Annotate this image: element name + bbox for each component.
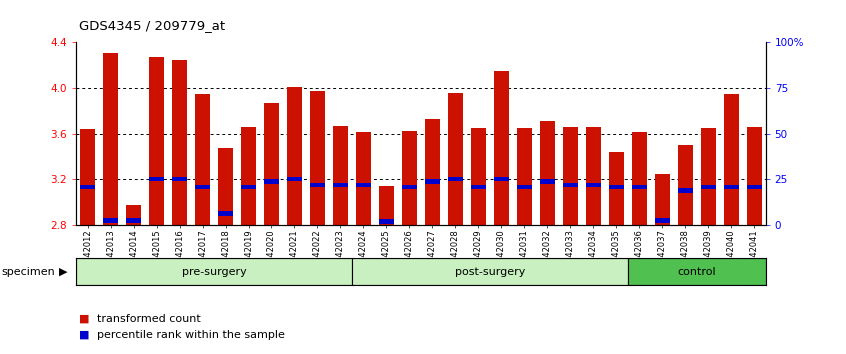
Bar <box>352 258 628 285</box>
Bar <box>609 185 624 189</box>
Bar <box>700 185 716 189</box>
Bar <box>80 129 95 225</box>
Bar <box>517 185 532 189</box>
Bar <box>310 183 325 187</box>
Bar <box>448 93 463 225</box>
Bar <box>333 126 348 225</box>
Bar <box>402 131 417 225</box>
Bar <box>494 71 508 225</box>
Bar <box>632 132 646 225</box>
Bar <box>195 94 210 225</box>
Bar <box>723 94 739 225</box>
Text: transformed count: transformed count <box>97 314 201 324</box>
Bar <box>747 127 761 225</box>
Bar <box>425 119 440 225</box>
Bar <box>172 177 187 182</box>
Bar <box>126 205 141 225</box>
Text: control: control <box>678 267 716 277</box>
Bar <box>655 173 670 225</box>
Bar <box>448 177 463 182</box>
Text: pre-surgery: pre-surgery <box>182 267 246 277</box>
Bar <box>172 59 187 225</box>
Bar <box>195 185 210 189</box>
Text: post-surgery: post-surgery <box>454 267 525 277</box>
Bar <box>356 132 371 225</box>
Text: ■: ■ <box>79 330 89 339</box>
Bar <box>241 185 256 189</box>
Text: specimen: specimen <box>2 267 56 277</box>
Text: GDS4345 / 209779_at: GDS4345 / 209779_at <box>79 19 225 33</box>
Bar <box>471 128 486 225</box>
Bar <box>747 185 761 189</box>
Bar <box>103 218 118 223</box>
Text: ▶: ▶ <box>59 267 68 277</box>
Text: percentile rank within the sample: percentile rank within the sample <box>97 330 285 339</box>
Text: ■: ■ <box>79 314 89 324</box>
Bar <box>103 53 118 225</box>
Bar <box>723 185 739 189</box>
Bar <box>218 211 233 216</box>
Bar <box>287 177 302 182</box>
Bar <box>379 219 394 224</box>
Bar <box>563 183 578 187</box>
Bar <box>425 179 440 184</box>
Bar <box>540 121 555 225</box>
Bar <box>264 179 279 184</box>
Bar <box>379 186 394 225</box>
Bar <box>264 103 279 225</box>
Bar <box>149 57 164 225</box>
Bar <box>678 188 693 193</box>
Bar <box>585 127 601 225</box>
Bar <box>149 177 164 182</box>
Bar <box>333 183 348 187</box>
Bar <box>628 258 766 285</box>
Bar <box>76 258 352 285</box>
Bar <box>700 128 716 225</box>
Bar <box>494 177 508 182</box>
Bar <box>80 185 95 189</box>
Bar <box>585 183 601 187</box>
Bar <box>678 145 693 225</box>
Bar <box>287 87 302 225</box>
Bar <box>655 218 670 223</box>
Bar <box>632 185 646 189</box>
Bar <box>471 185 486 189</box>
Bar <box>310 91 325 225</box>
Bar <box>609 152 624 225</box>
Bar <box>126 218 141 223</box>
Bar <box>517 128 532 225</box>
Bar <box>563 127 578 225</box>
Bar <box>540 179 555 184</box>
Bar <box>218 148 233 225</box>
Bar <box>402 185 417 189</box>
Bar <box>356 183 371 187</box>
Bar <box>241 127 256 225</box>
